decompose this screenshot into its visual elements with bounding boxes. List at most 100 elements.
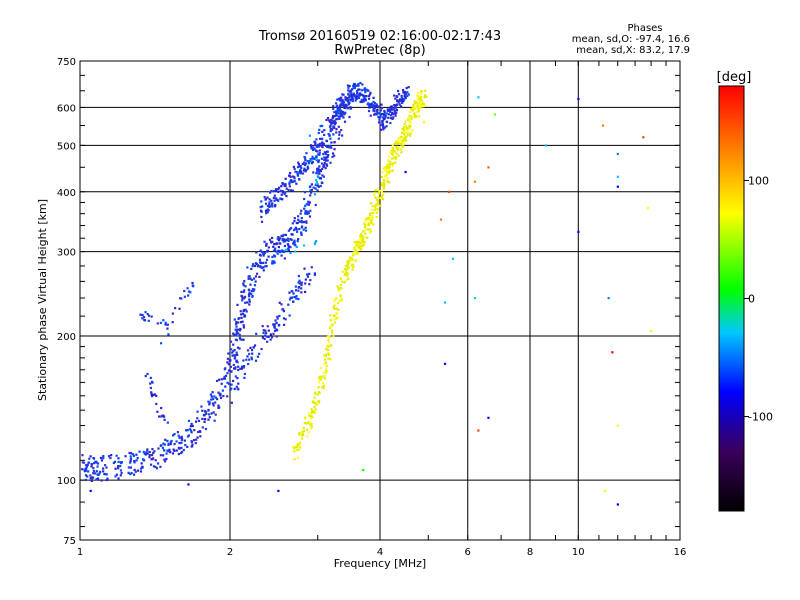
o-mode-point [326,159,329,162]
o-mode-point [138,450,141,453]
o-mode-point [290,179,293,182]
o-mode-point [159,342,163,345]
x-mode-point [319,366,323,370]
x-mode-point [377,192,380,195]
o-mode-point [232,332,235,335]
o-mode-point [313,273,316,277]
o-mode-point [157,447,160,450]
o-mode-point [105,473,108,476]
x-tick-label: 4 [377,547,383,558]
o-mode-point [273,194,276,197]
o-mode-point [360,98,363,102]
o-mode-point [340,112,343,115]
o-mode-point [297,274,300,278]
o-mode-point [187,294,190,297]
o-mode-point [373,113,376,116]
o-mode-point [314,203,317,207]
o-mode-point [362,98,365,101]
o-mode-point [276,315,279,318]
o-mode-point [119,461,123,464]
o-mode-point [194,438,198,441]
o-mode-point [133,461,136,464]
o-mode-point [213,419,216,422]
x-mode-point [330,329,334,332]
o-mode-point [226,361,229,364]
scatter-point [443,301,447,304]
o-mode-point [163,418,166,421]
o-mode-point [298,227,301,231]
x-mode-point [394,156,397,159]
o-mode-point [389,110,392,113]
o-mode-point [295,297,298,300]
o-mode-point [303,207,306,210]
o-mode-point [237,332,240,335]
x-mode-point [331,331,334,335]
o-mode-point [233,356,237,359]
o-mode-point [183,289,186,293]
o-mode-point [316,172,319,175]
o-mode-point [328,134,331,137]
o-mode-point [255,251,258,254]
x-mode-point [346,274,350,277]
o-mode-point [196,410,199,413]
x-mode-point [310,414,313,418]
o-mode-point [354,97,357,100]
o-mode-point [382,128,385,131]
o-mode-point [248,292,251,295]
o-mode-point [214,401,217,404]
x-mode-point [324,375,327,378]
x-mode-point [393,142,397,145]
o-mode-point [247,362,250,366]
o-mode-point [190,441,194,444]
o-mode-point [211,391,214,394]
data-points [81,81,653,506]
o-mode-point [318,165,321,168]
o-mode-point [352,92,355,95]
o-mode-point [237,368,240,372]
o-mode-point [293,175,296,179]
x-mode-point [364,232,367,235]
o-mode-point [377,121,381,124]
o-mode-point [315,167,319,171]
o-mode-point [144,375,147,378]
o-mode-point [238,347,241,350]
o-mode-point [293,217,296,220]
x-mode-point [328,345,331,348]
x-mode-point [416,98,420,101]
o-mode-point [269,191,272,194]
o-mode-point [194,441,197,445]
x-mode-point [307,431,310,434]
o-mode-point [127,471,130,474]
x-mode-point [328,353,331,357]
o-mode-point [164,323,167,326]
o-mode-point [332,105,335,108]
x-mode-point [345,274,348,277]
x-mode-point [411,129,414,132]
o-mode-point [186,445,189,448]
o-mode-point [154,465,157,469]
x-mode-point [347,260,350,263]
o-mode-point [218,378,221,381]
o-mode-point [254,280,257,283]
x-mode-point [328,336,331,339]
o-mode-point [103,464,107,467]
o-mode-point [377,112,380,115]
o-mode-point [398,103,401,106]
o-mode-point [83,469,86,472]
x-mode-point [383,183,386,186]
x-mode-point [339,283,342,286]
o-mode-point [113,460,117,463]
x-mode-point [419,96,423,99]
o-mode-point [325,159,328,162]
o-mode-point [330,121,333,125]
x-mode-point [411,115,414,118]
o-mode-point [140,313,143,317]
o-mode-point [290,189,293,192]
o-mode-point [289,238,292,241]
o-mode-point [329,137,332,140]
o-mode-point [167,443,170,447]
o-mode-point [382,118,385,121]
x-mode-point [386,170,389,174]
o-mode-point [200,405,203,408]
o-mode-point [263,196,266,199]
